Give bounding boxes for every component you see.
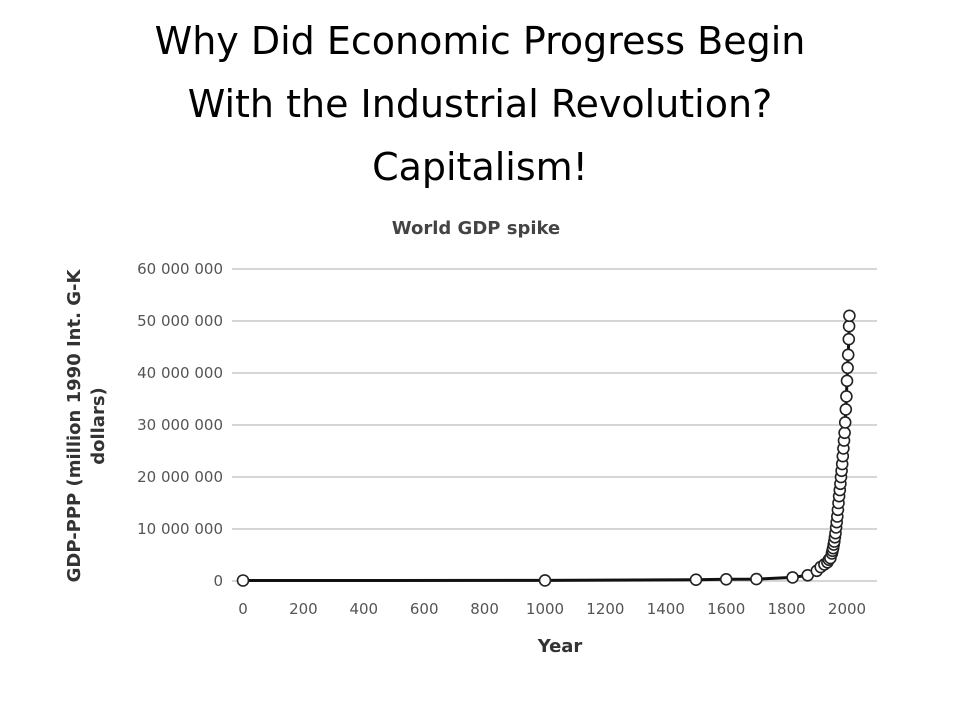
x-tick-label: 1400: [647, 600, 685, 618]
gridlines: [232, 268, 877, 582]
x-axis-label: Year: [537, 636, 583, 657]
slide-title-line-1: Why Did Economic Progress Begin: [154, 19, 806, 63]
chart-title: World GDP spike: [392, 218, 560, 239]
x-tick-label: 800: [470, 600, 499, 618]
data-point: [236, 574, 250, 587]
x-axis-ticks: 0 200 400 600 800 1000 1200 1400 1600 1800 2000: [238, 600, 866, 618]
data-point: [719, 572, 733, 586]
y-tick-label: 50 000 000: [137, 312, 223, 330]
series-line: [242, 315, 851, 582]
data-point: [750, 572, 763, 586]
x-tick-label: 400: [349, 600, 378, 618]
y-tick-label: 20 000 000: [137, 468, 223, 486]
data-point: [840, 390, 853, 403]
y-tick-label: 0: [213, 572, 223, 590]
data-point: [689, 573, 703, 587]
x-tick-label: 600: [410, 600, 439, 618]
x-tick-label: 2000: [828, 600, 866, 618]
data-point: [842, 319, 856, 333]
slide-title: Why Did Economic Progress Begin With the…: [0, 10, 960, 199]
y-axis-label: GDP-PPP (million 1990 Int. G-K dollars): [64, 269, 109, 583]
x-tick-label: 1200: [586, 600, 624, 618]
y-axis-label-line-1: GDP-PPP (million 1990 Int. G-K: [64, 269, 85, 583]
slide-title-line-2: With the Industrial Revolution?: [187, 82, 773, 126]
y-tick-label: 10 000 000: [137, 520, 223, 538]
y-axis-label-line-2: dollars): [88, 387, 109, 465]
y-tick-label: 60 000 000: [137, 260, 223, 278]
x-tick-label: 200: [289, 600, 318, 618]
x-tick-label: 1600: [707, 600, 745, 618]
data-point: [838, 426, 851, 440]
data-point: [839, 403, 853, 416]
data-point: [841, 361, 854, 375]
data-point: [841, 348, 855, 362]
y-axis-ticks: 0 10 000 000 20 000 000 30 000 000 40 000 00…: [137, 260, 223, 590]
x-tick-label: 0: [238, 600, 248, 618]
data-point: [838, 416, 852, 429]
slide-title-line-3: Capitalism!: [372, 145, 588, 189]
data-point: [843, 309, 856, 323]
data-point: [842, 332, 856, 346]
x-tick-label: 1800: [768, 600, 806, 618]
data-point: [538, 574, 552, 587]
data-points: [236, 309, 856, 587]
data-point: [786, 571, 799, 584]
x-tick-label: 1000: [526, 600, 564, 618]
y-tick-label: 30 000 000: [137, 416, 223, 434]
data-point: [840, 374, 854, 388]
y-tick-label: 40 000 000: [137, 364, 223, 382]
